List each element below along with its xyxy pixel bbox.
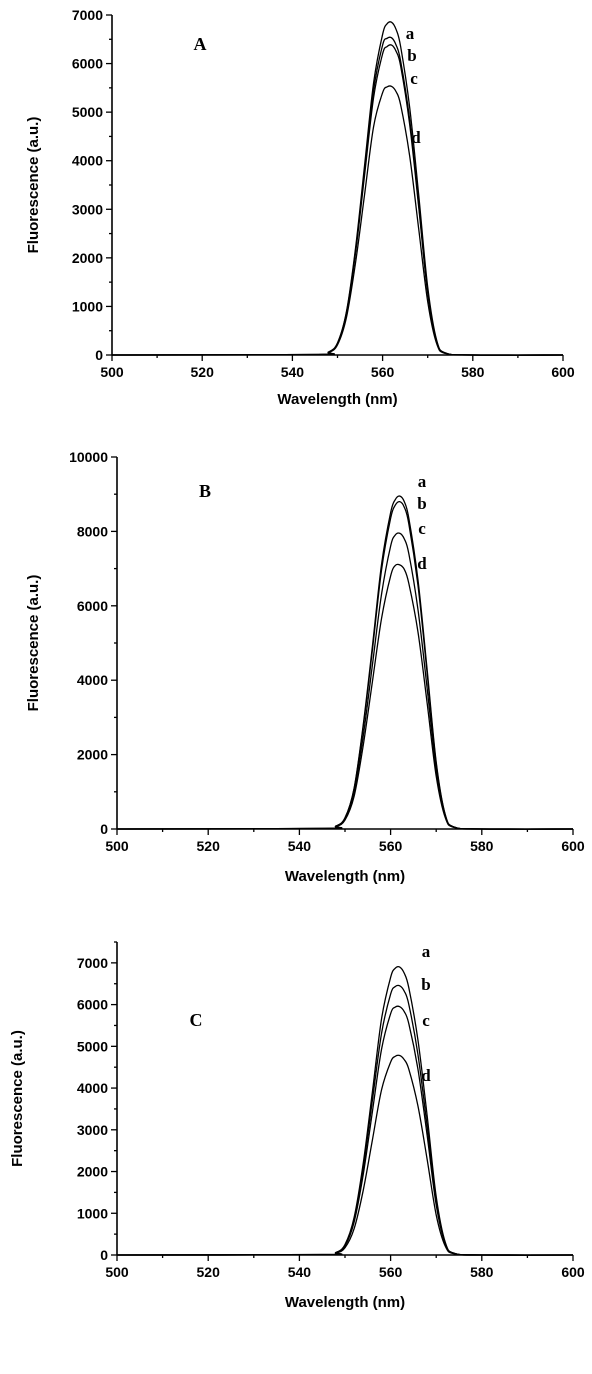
series-label-d: d <box>411 128 421 147</box>
y-tick-label: 4000 <box>72 153 103 169</box>
x-axis-title: Wavelength (nm) <box>285 1294 405 1311</box>
y-tick-label: 1000 <box>72 298 103 314</box>
series-label-b: b <box>417 494 426 513</box>
series-line-d <box>116 1054 574 1256</box>
y-tick-label: 4000 <box>77 672 108 688</box>
y-tick-label: 8000 <box>77 523 108 539</box>
chart-panel-c: 500 520 540 560 580 6000100020003000400050006… <box>9 941 585 1311</box>
y-tick-label: 6000 <box>72 56 103 72</box>
series-label-b: b <box>407 46 416 65</box>
y-tick-label: 3000 <box>72 201 103 217</box>
y-tick-label: 2000 <box>72 250 103 266</box>
y-axis-title: Fluorescence (a.u.) <box>9 1030 26 1167</box>
x-axis-title: Wavelength (nm) <box>285 868 405 885</box>
panel-label: C <box>190 1010 203 1030</box>
y-tick-label: 5000 <box>77 1038 108 1054</box>
x-axis-title: Wavelength (nm) <box>277 391 397 408</box>
series-label-d: d <box>421 1066 431 1085</box>
chart-panel-a: 500 520 540 560 580 6000100020003000400050006… <box>25 7 575 408</box>
series-line-c <box>116 1005 574 1256</box>
x-tick-label: 540 <box>288 1264 312 1280</box>
y-tick-label: 6000 <box>77 598 108 614</box>
x-tick-label: 500 <box>100 364 124 380</box>
series-label-a: a <box>406 24 415 43</box>
x-tick-label: 520 <box>197 1264 221 1280</box>
x-tick-label: 560 <box>379 1264 403 1280</box>
y-axis-title: Fluorescence (a.u.) <box>25 117 42 254</box>
x-tick-label: 520 <box>191 364 215 380</box>
x-tick-label: 540 <box>281 364 305 380</box>
series-line-b <box>116 500 574 830</box>
series-label-a: a <box>422 942 431 961</box>
series-line-a <box>111 21 564 356</box>
x-tick-label: 580 <box>461 364 485 380</box>
y-tick-label: 10000 <box>69 449 108 465</box>
series-label-a: a <box>418 472 427 491</box>
panel-label: A <box>194 34 207 54</box>
y-tick-label: 5000 <box>72 104 103 120</box>
x-tick-label: 580 <box>470 838 494 854</box>
y-tick-label: 1000 <box>77 1205 108 1221</box>
x-tick-label: 520 <box>197 838 221 854</box>
x-tick-label: 560 <box>371 364 395 380</box>
y-tick-label: 6000 <box>77 997 108 1013</box>
series-label-b: b <box>421 975 430 994</box>
series-line-d <box>111 85 564 356</box>
y-tick-label: 7000 <box>77 955 108 971</box>
x-tick-label: 540 <box>288 838 312 854</box>
x-tick-label: 600 <box>561 1264 585 1280</box>
series-label-c: c <box>422 1011 430 1030</box>
series-label-c: c <box>418 519 426 538</box>
series-label-d: d <box>417 554 427 573</box>
x-tick-label: 500 <box>105 1264 129 1280</box>
series-line-b <box>111 36 564 356</box>
series-line-b <box>116 984 574 1256</box>
y-tick-label: 7000 <box>72 7 103 23</box>
x-tick-label: 500 <box>105 838 129 854</box>
y-tick-label: 4000 <box>77 1080 108 1096</box>
series-line-a <box>116 965 574 1256</box>
series-line-c <box>111 44 564 356</box>
y-tick-label: 2000 <box>77 747 108 763</box>
series-label-c: c <box>410 69 418 88</box>
x-tick-label: 600 <box>561 838 585 854</box>
y-tick-label: 0 <box>95 347 103 363</box>
chart-panel-b: 500 520 540 560 580 6000200040006000800010000… <box>25 449 585 885</box>
series-line-d <box>116 563 574 830</box>
y-axis-title: Fluorescence (a.u.) <box>25 575 42 712</box>
y-tick-label: 0 <box>100 821 108 837</box>
x-tick-label: 560 <box>379 838 403 854</box>
panel-label: B <box>199 481 211 501</box>
series-line-a <box>116 495 574 830</box>
y-tick-label: 2000 <box>77 1164 108 1180</box>
y-tick-label: 0 <box>100 1247 108 1263</box>
series-line-c <box>116 532 574 830</box>
y-tick-label: 3000 <box>77 1122 108 1138</box>
x-tick-label: 600 <box>551 364 575 380</box>
x-tick-label: 580 <box>470 1264 494 1280</box>
